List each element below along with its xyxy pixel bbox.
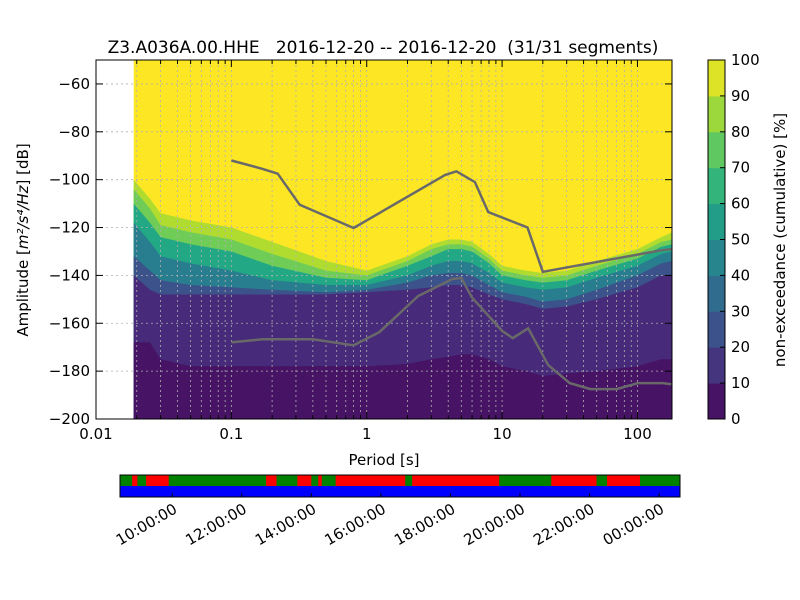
- colorbar: 0 10 20 30 40 50 60 70 80 90 100 non-exceedance (c…: [707, 51, 789, 428]
- colorbar-tick-label: 70: [731, 159, 750, 177]
- timeline-lower-bar: [120, 486, 680, 497]
- timeline-gap-segment: [297, 475, 312, 486]
- y-tick-label: −80: [58, 123, 90, 141]
- colorbar-segment: [708, 347, 725, 384]
- x-tick-label: 0.1: [219, 425, 243, 443]
- colorbar-tick-label: 20: [731, 338, 750, 356]
- colorbar-tick-label: 40: [731, 266, 750, 284]
- y-tick-label: −120: [49, 219, 90, 237]
- timeline-gap-segment: [266, 475, 277, 486]
- x-tick-label: 1: [362, 425, 372, 443]
- colorbar-tick-label: 60: [731, 195, 750, 213]
- high-noise-model-line: [231, 159, 672, 274]
- timeline-gap-segment: [551, 475, 597, 486]
- y-tick-label: −160: [49, 314, 90, 332]
- colorbar-segment: [708, 60, 725, 97]
- colorbar-tick-label: 90: [731, 87, 750, 105]
- timeline-tick-label: 00:00:00: [600, 500, 667, 549]
- timeline-tick-label: 10:00:00: [113, 500, 180, 549]
- timeline-frame: [119, 474, 681, 498]
- colorbar-tick-label: 30: [731, 302, 750, 320]
- y-axis-label-suffix: ] [dB]: [14, 143, 32, 185]
- timeline-ticks: 10:00:00 12:00:00 14:00:00 16:00:00 18:00:00…: [113, 493, 667, 549]
- x-tick-label: 100: [623, 425, 652, 443]
- y-tick-label: −60: [58, 75, 90, 93]
- timeline-gap-segment: [146, 475, 169, 486]
- timeline-tick-label: 14:00:00: [252, 500, 319, 549]
- y-tick-label: −100: [49, 171, 90, 189]
- colorbar-tick-label: 0: [731, 410, 741, 428]
- chart-title: Z3.A036A.00.HHE 2016-12-20 -- 2016-12-20…: [108, 38, 659, 58]
- y-axis-label: Amplitude [m²/s⁴/Hz] [dB]: [14, 143, 32, 336]
- colorbar-segment: [708, 95, 725, 133]
- timeline-gap-segment: [412, 475, 500, 486]
- ppsd-heatmap: [133, 60, 672, 419]
- colorbar-ticks: 0 10 20 30 40 50 60 70 80 90 100: [720, 51, 760, 428]
- colorbar-tick-label: 50: [731, 231, 750, 249]
- colorbar-segment: [708, 383, 725, 420]
- timeline-gap-segment: [606, 475, 640, 486]
- timeline-gap-segment: [335, 475, 406, 486]
- colorbar-gradient: [708, 60, 725, 420]
- colorbar-segment: [708, 131, 725, 169]
- colorbar-segment: [708, 311, 725, 348]
- timeline-tick-label: 16:00:00: [322, 500, 389, 549]
- x-tick-label: 0.01: [79, 425, 112, 443]
- timeline-gap-segment: [132, 475, 138, 486]
- timeline-gap-segment: [318, 475, 322, 486]
- colorbar-tick-label: 80: [731, 123, 750, 141]
- y-axis-label-prefix: Amplitude [: [14, 249, 32, 337]
- y-tick-label: −200: [49, 410, 90, 428]
- data-availability-timeline: 10:00:00 12:00:00 14:00:00 16:00:00 18:00:00…: [113, 474, 681, 549]
- plot-area: 0.01 0.1 1 10 100 −60 −80 −100 −120 −140 −160 −180…: [49, 59, 673, 443]
- y-axis-label-math: m²/s⁴/Hz: [14, 184, 32, 249]
- noise-model-lines: [231, 159, 672, 391]
- colorbar-segment: [708, 203, 725, 240]
- timeline-tick-label: 12:00:00: [182, 500, 249, 549]
- timeline-tick-label: 22:00:00: [530, 500, 597, 549]
- x-axis-ticks: 0.01 0.1 1 10 100: [79, 60, 652, 443]
- x-axis-label: Period [s]: [348, 451, 419, 469]
- grid-lines: [96, 60, 672, 419]
- colorbar-tick-label: 10: [731, 374, 750, 392]
- plot-frame: [95, 59, 673, 420]
- colorbar-label: non-exceedance (cumulative) [%]: [771, 113, 789, 367]
- low-noise-model-line: [231, 276, 672, 391]
- timeline-gap-segments: [132, 475, 640, 486]
- x-tick-label: 10: [493, 425, 512, 443]
- y-axis-ticks: −60 −80 −100 −120 −140 −160 −180 −200: [49, 75, 672, 428]
- y-tick-label: −180: [49, 362, 90, 380]
- timeline-tick-label: 20:00:00: [461, 500, 528, 549]
- y-tick-label: −140: [49, 266, 90, 284]
- colorbar-segment: [708, 167, 725, 205]
- heatmap-band-p10: [133, 342, 672, 419]
- timeline-tick-label: 18:00:00: [391, 500, 458, 549]
- colorbar-segment: [708, 275, 725, 312]
- colorbar-tick-label: 100: [731, 51, 760, 69]
- colorbar-segment: [708, 239, 725, 276]
